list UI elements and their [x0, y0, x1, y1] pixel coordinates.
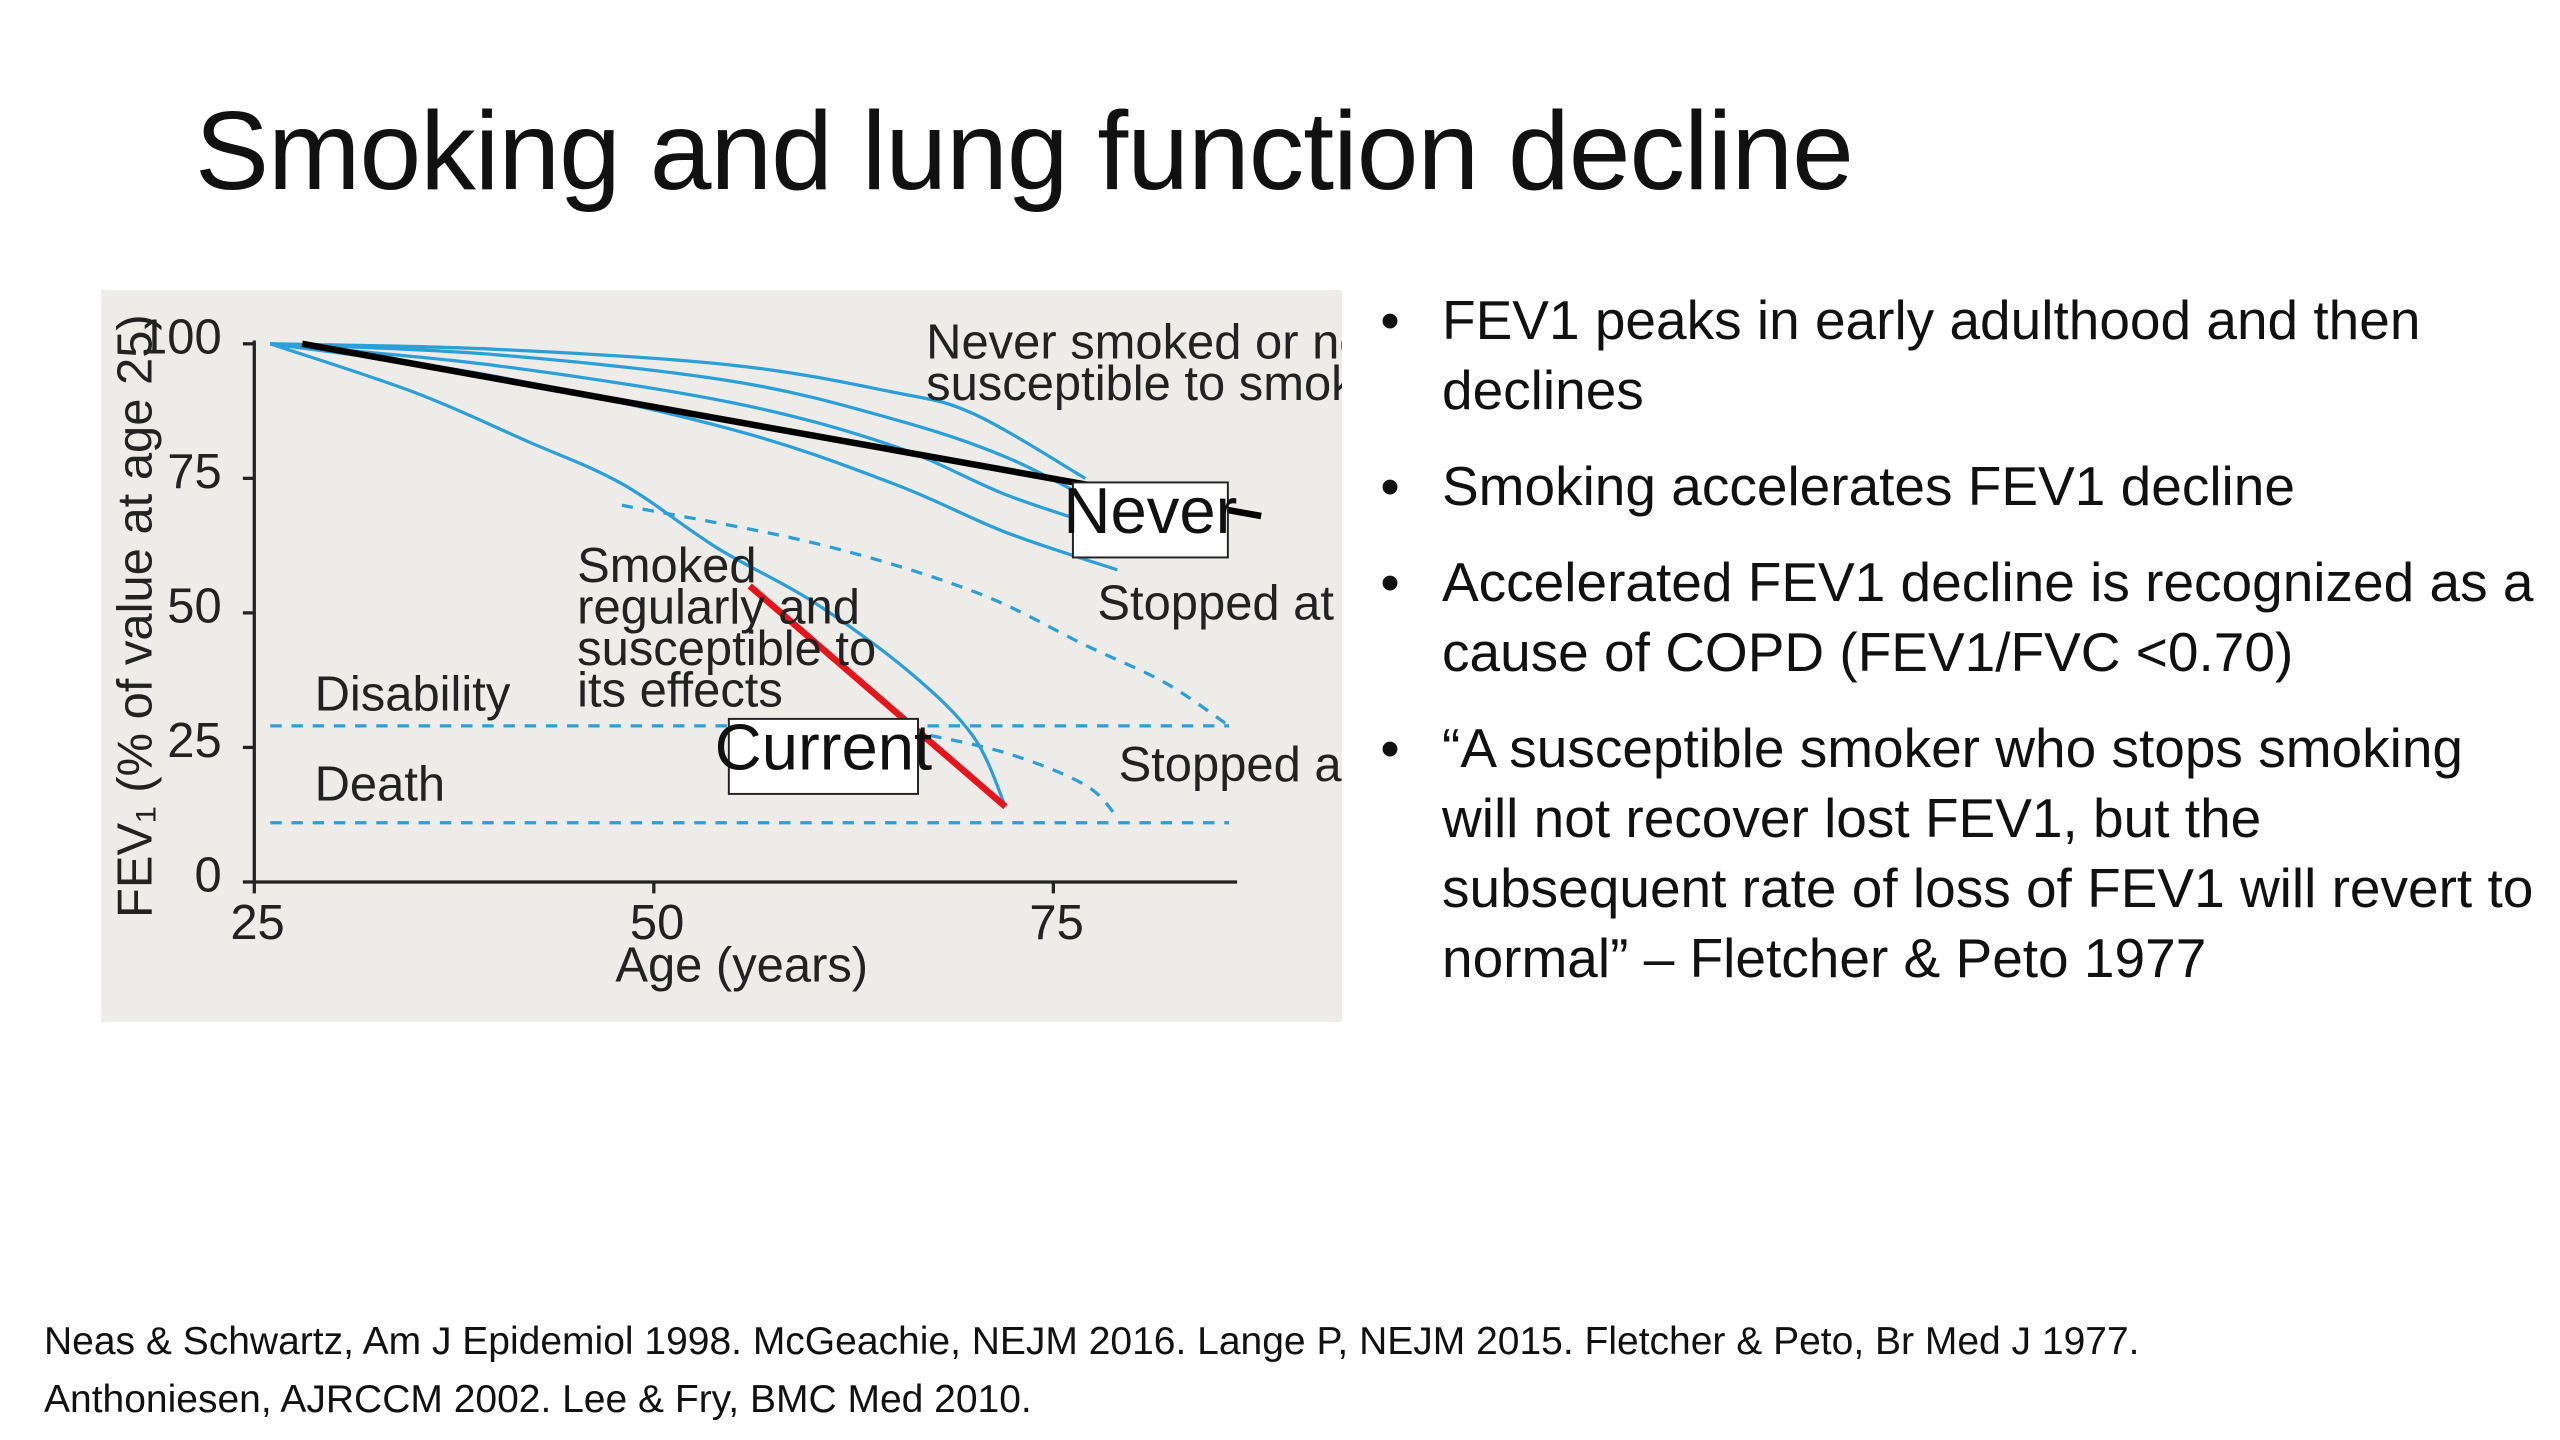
- x-tick-label: 50: [630, 896, 684, 950]
- reference-line: Neas & Schwartz, Am J Epidemiol 1998. Mc…: [44, 1320, 2140, 1363]
- x-axis-title: Age (years): [615, 938, 868, 992]
- series-line: [269, 342, 1007, 808]
- bullet-marker: •: [1380, 717, 1400, 779]
- annotation-smoked-regularly: Smoked: [577, 539, 756, 593]
- references: Neas & Schwartz, Am J Epidemiol 1998. Mc…: [44, 1313, 2524, 1429]
- y-tick-label: 75: [167, 445, 221, 499]
- x-tick-label: 25: [230, 896, 284, 950]
- bullet-text: FEV1 peaks in early adulthood and then d…: [1442, 289, 2421, 421]
- y-axis-title: FEV₁ (% of value at age 25): [109, 314, 163, 918]
- bullet-list: • FEV1 peaks in early adulthood and then…: [1370, 285, 2550, 1019]
- callout-never-label: Never: [1063, 474, 1237, 547]
- dashed-series-line: [909, 729, 1119, 819]
- bullet-item: • FEV1 peaks in early adulthood and then…: [1370, 285, 2550, 425]
- series-line: [270, 342, 1103, 507]
- annotation-smoked-regularly: susceptible to: [577, 622, 876, 676]
- bullet-item: • “A susceptible smoker who stops smokin…: [1370, 713, 2550, 993]
- bullet-text: Accelerated FEV1 decline is recognized a…: [1442, 551, 2534, 683]
- y-tick-label: 0: [194, 849, 221, 903]
- annotation-stopped-65: Stopped at 65: [1119, 738, 1342, 792]
- dashed-series-line: [621, 503, 1231, 728]
- annotation-disability: Disability: [315, 668, 511, 722]
- fev1-chart-figure: 0 25 50 75 100 25 50 75 Age (years) FEV₁ (% of va…: [101, 290, 1342, 1022]
- series-line: [270, 342, 1087, 480]
- y-tick-label: 25: [167, 714, 221, 768]
- x-tick-label: 75: [1029, 896, 1083, 950]
- bullet-marker: •: [1380, 455, 1400, 517]
- callout-never-box: [1071, 481, 1229, 559]
- callout-current-label: Current: [715, 710, 932, 783]
- annotation-never-smoked: susceptible to smoke: [926, 357, 1342, 411]
- bullet-text: “A susceptible smoker who stops smoking …: [1442, 717, 2534, 989]
- bullet-text: Smoking accelerates FEV1 decline: [1442, 455, 2295, 517]
- bullet-marker: •: [1380, 289, 1400, 351]
- bullet-marker: •: [1380, 551, 1400, 613]
- annotation-smoked-regularly: its effects: [577, 664, 783, 718]
- series-line: [270, 342, 1102, 529]
- reference-line: Anthoniesen, AJRCCM 2002. Lee & Fry, BMC…: [44, 1378, 1032, 1421]
- current-series-line: [747, 583, 1008, 810]
- annotation-death: Death: [315, 757, 446, 811]
- y-tick-label: 50: [167, 580, 221, 634]
- slide-title: Smoking and lung function decline: [195, 89, 1854, 213]
- y-tick-label: 100: [140, 311, 222, 365]
- bullet-item: • Smoking accelerates FEV1 decline: [1370, 451, 2550, 521]
- bullet-item: • Accelerated FEV1 decline is recognized…: [1370, 547, 2550, 687]
- annotation-stopped-45: Stopped at 45: [1097, 576, 1342, 630]
- callout-current-box: [727, 717, 919, 795]
- annotation-never-smoked: Never smoked or not: [926, 315, 1342, 369]
- annotation-smoked-regularly: regularly and: [577, 580, 860, 634]
